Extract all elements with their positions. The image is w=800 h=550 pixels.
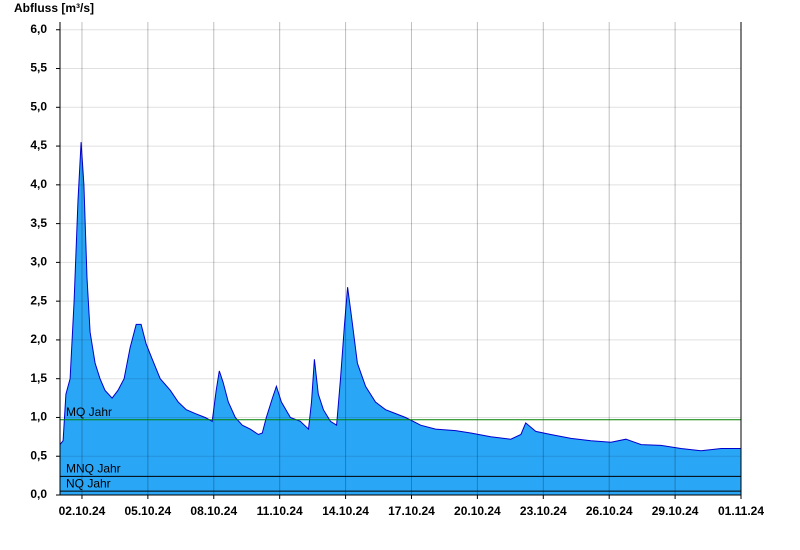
reference-label: MNQ Jahr: [66, 462, 121, 476]
y-axis-title: Abfluss [m³/s]: [14, 1, 94, 15]
y-tick-label: 1,0: [30, 410, 47, 424]
area-fill: [60, 142, 741, 495]
x-tick-label: 05.10.24: [125, 504, 172, 518]
x-tick-label: 20.10.24: [454, 504, 501, 518]
x-tick-label: 11.10.24: [257, 504, 303, 518]
x-tick-label: 02.10.24: [59, 504, 106, 518]
y-tick-label: 1,5: [30, 371, 47, 385]
x-tick-label: 23.10.24: [520, 504, 567, 518]
area-line: [59, 142, 741, 452]
y-tick-label: 6,0: [30, 22, 47, 36]
reference-label: MQ Jahr: [66, 405, 112, 419]
y-tick-label: 3,5: [30, 216, 47, 230]
y-tick-label: 2,0: [30, 332, 47, 346]
x-tick-label: 29.10.24: [652, 504, 699, 518]
x-tick-label: 17.10.24: [388, 504, 435, 518]
y-tick-label: 5,5: [30, 61, 47, 75]
x-tick-label: 14.10.24: [322, 504, 369, 518]
y-tick-label: 3,0: [30, 255, 47, 269]
y-tick-label: 5,0: [30, 99, 47, 113]
y-tick-label: 0,5: [30, 448, 47, 462]
y-tick-label: 2,5: [30, 293, 47, 307]
x-tick-label: 08.10.24: [190, 504, 237, 518]
y-tick-label: 4,0: [30, 177, 47, 191]
x-tick-label: 01.11.24: [718, 504, 764, 518]
x-tick-label: 26.10.24: [586, 504, 633, 518]
y-tick-label: 0,0: [30, 487, 47, 501]
y-tick-label: 4,5: [30, 138, 47, 152]
reference-label: NQ Jahr: [66, 476, 111, 490]
